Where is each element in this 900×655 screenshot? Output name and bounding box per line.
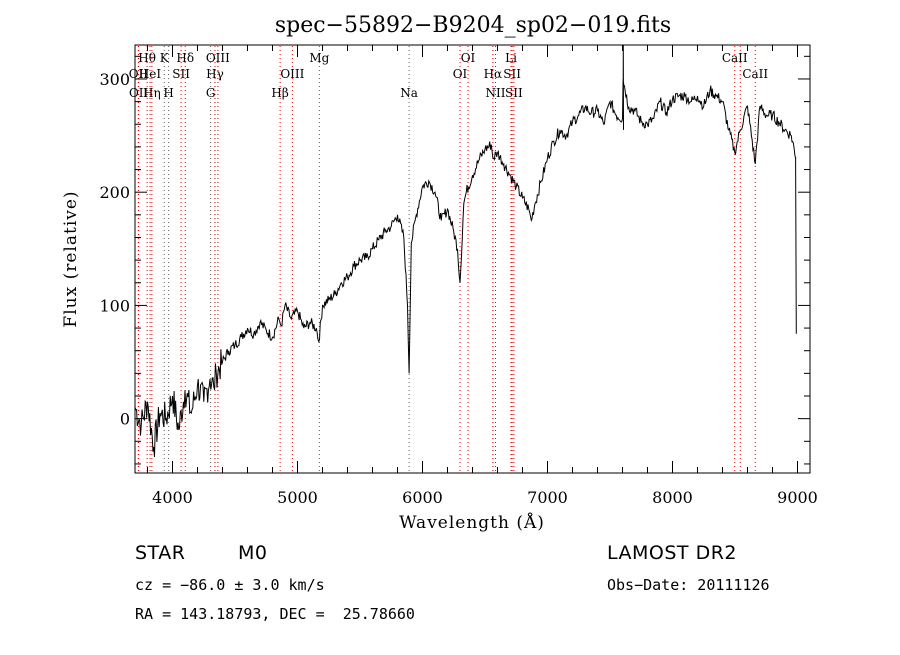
x-tick-label: 4000 — [152, 488, 193, 507]
line-label-15: Na — [400, 86, 418, 100]
redshift-velocity: cz = −86.0 ± 3.0 km/s — [135, 576, 325, 594]
line-label-3: HeI — [139, 67, 162, 81]
line-label-11: G — [206, 86, 216, 100]
line-label-21: NII — [486, 86, 506, 100]
line-label-1: OII — [129, 67, 149, 81]
line-label-14: Hβ — [271, 86, 288, 100]
object-class: STAR — [135, 542, 186, 564]
coordinates: RA = 143.18793, DEC = 25.78660 — [135, 605, 415, 623]
line-label-12: Mg — [309, 51, 329, 65]
y-tick-label: 0 — [120, 410, 130, 429]
y-tick-label: 300 — [99, 70, 130, 89]
line-label-0: Hθ — [138, 51, 156, 65]
line-label-22: SII — [505, 86, 523, 100]
line-label-24: CaII — [742, 67, 768, 81]
observation-date: Obs−Date: 20111126 — [607, 576, 770, 594]
x-tick-label: 8000 — [652, 488, 693, 507]
line-label-10: Hγ — [206, 67, 224, 81]
x-tick-label: 6000 — [402, 488, 443, 507]
line-label-17: OI — [453, 67, 468, 81]
line-label-6: SII — [172, 67, 190, 81]
line-label-5: K — [160, 51, 170, 65]
line-label-20: SII — [503, 67, 521, 81]
line-label-18: Li — [505, 51, 517, 65]
x-tick-label: 5000 — [277, 488, 318, 507]
chart-title: spec−55892−B9204_sp02−019.fits — [275, 13, 671, 38]
line-label-7: H — [163, 86, 173, 100]
plot-frame — [134, 44, 811, 474]
spectral-line-markers — [137, 46, 756, 472]
y-tick-label: 200 — [99, 183, 130, 202]
y-axis-label: Flux (relative) — [61, 190, 81, 327]
survey-name: LAMOST DR2 — [607, 542, 737, 564]
line-label-9: OIII — [206, 51, 230, 65]
line-label-4: Hη — [143, 86, 161, 100]
line-label-23: CaII — [722, 51, 748, 65]
y-tick-label: 100 — [99, 296, 130, 315]
line-label-19: Hα — [484, 67, 503, 81]
flux-series-line — [134, 44, 797, 458]
y-axis-ticks: 0 100 200 300 — [99, 55, 810, 465]
x-tick-label: 9000 — [777, 488, 818, 507]
x-axis-label: Wavelength (Å) — [399, 512, 545, 533]
object-subclass: M0 — [238, 542, 268, 564]
x-tick-label: 7000 — [527, 488, 568, 507]
line-label-8: Hδ — [176, 51, 194, 65]
x-axis-ticks: 4000 5000 6000 7000 8000 9000 — [147, 45, 818, 507]
line-label-16: OI — [461, 51, 476, 65]
line-label-13: OIII — [280, 67, 304, 81]
line-label-2: OII — [129, 86, 149, 100]
